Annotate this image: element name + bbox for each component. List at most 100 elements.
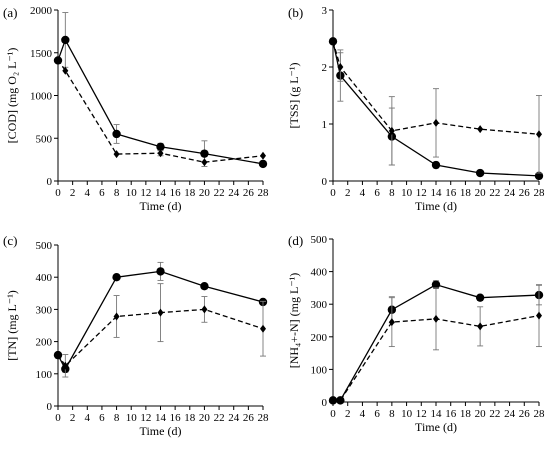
x-tick-label: 4 xyxy=(85,412,91,424)
x-tick-label: 24 xyxy=(228,412,240,424)
x-axis-title: Time (d) xyxy=(415,420,457,434)
data-point-circle xyxy=(475,293,485,302)
x-tick-label: 14 xyxy=(431,187,443,199)
data-point-circle xyxy=(112,273,121,282)
x-tick-label: 18 xyxy=(184,412,196,424)
x-tick-label: 10 xyxy=(401,187,413,199)
x-tick-label: 14 xyxy=(155,187,167,199)
data-point-diamond xyxy=(201,305,208,314)
x-tick-label: 8 xyxy=(389,187,395,199)
x-tick-label: 24 xyxy=(228,187,240,199)
x-tick-label: 24 xyxy=(504,187,516,199)
x-tick-label: 12 xyxy=(416,408,427,420)
x-tick-label: 20 xyxy=(199,187,211,199)
data-point-diamond xyxy=(536,311,542,320)
data-point-diamond xyxy=(201,158,208,167)
x-tick-label: 16 xyxy=(445,408,457,420)
x-tick-label: 26 xyxy=(519,187,531,199)
data-point-circle xyxy=(258,159,268,169)
data-point-circle xyxy=(156,142,165,151)
x-tick-label: 6 xyxy=(99,187,105,199)
data-point-diamond xyxy=(433,314,439,323)
x-tick-label: 18 xyxy=(460,187,472,199)
y-tick-label: 1500 xyxy=(30,48,53,60)
y-tick-label: 0 xyxy=(47,401,53,413)
data-point-diamond xyxy=(157,149,164,158)
x-tick-label: 6 xyxy=(374,408,380,420)
y-tick-label: 500 xyxy=(36,240,53,252)
data-point-diamond xyxy=(477,322,484,331)
dashed-series-line xyxy=(332,41,540,135)
x-tick-label: 24 xyxy=(504,408,516,420)
data-point-circle xyxy=(61,35,70,45)
x-tick-label: 0 xyxy=(330,408,336,420)
data-point-diamond xyxy=(157,308,164,317)
panel-label: (c) xyxy=(3,233,17,248)
x-tick-label: 16 xyxy=(170,412,182,424)
data-point-diamond xyxy=(388,318,395,327)
data-point-diamond xyxy=(55,350,61,359)
y-tick-label: 100 xyxy=(311,364,328,376)
data-point-circle xyxy=(431,280,441,289)
x-tick-label: 22 xyxy=(214,187,225,199)
data-point-diamond xyxy=(55,55,61,64)
x-tick-label: 12 xyxy=(416,187,427,199)
y-tick-label: 500 xyxy=(311,234,328,246)
data-point-diamond xyxy=(536,130,542,139)
x-tick-label: 16 xyxy=(170,187,182,199)
y-tick-label: 0 xyxy=(47,176,53,188)
x-tick-label: 28 xyxy=(258,187,270,199)
y-tick-label: 0 xyxy=(322,176,328,188)
x-tick-label: 26 xyxy=(243,412,255,424)
y-tick-label: 200 xyxy=(311,332,328,344)
data-point-diamond xyxy=(260,324,266,333)
x-tick-label: 6 xyxy=(99,412,105,424)
data-point-diamond xyxy=(433,118,439,127)
data-point-circle xyxy=(200,149,209,158)
panel-label: (a) xyxy=(3,5,17,20)
y-tick-label: 2000 xyxy=(30,5,53,17)
x-tick-label: 14 xyxy=(155,412,167,424)
x-tick-label: 28 xyxy=(534,187,546,199)
solid-series-line xyxy=(332,41,540,177)
x-tick-label: 4 xyxy=(360,408,366,420)
x-tick-label: 18 xyxy=(460,408,472,420)
x-tick-label: 22 xyxy=(489,187,500,199)
x-tick-label: 12 xyxy=(140,187,151,199)
y-tick-label: 400 xyxy=(36,272,53,284)
x-tick-label: 16 xyxy=(445,187,457,199)
x-tick-label: 20 xyxy=(475,408,487,420)
x-tick-label: 12 xyxy=(140,412,151,424)
x-tick-label: 26 xyxy=(243,187,255,199)
x-tick-label: 10 xyxy=(126,187,138,199)
y-axis-title: [COD] (mg O₂ L⁻¹) xyxy=(5,48,19,144)
y-tick-label: 200 xyxy=(36,337,53,349)
x-tick-label: 6 xyxy=(374,187,380,199)
x-tick-label: 0 xyxy=(55,187,61,199)
data-point-diamond xyxy=(113,150,120,159)
y-tick-label: 3 xyxy=(322,5,328,17)
x-tick-label: 10 xyxy=(401,408,413,420)
x-tick-label: 8 xyxy=(114,187,120,199)
y-tick-label: 0 xyxy=(322,397,328,409)
x-tick-label: 8 xyxy=(114,412,120,424)
data-point-circle xyxy=(112,129,121,139)
data-point-diamond xyxy=(337,396,344,405)
data-point-diamond xyxy=(62,361,69,370)
data-point-diamond xyxy=(388,126,395,135)
panel-label: (b) xyxy=(288,5,303,20)
data-point-circle xyxy=(200,282,209,291)
x-tick-label: 28 xyxy=(258,412,270,424)
data-point-diamond xyxy=(260,151,266,160)
y-tick-label: 1000 xyxy=(30,91,53,103)
y-tick-label: 1 xyxy=(322,119,328,131)
x-tick-label: 8 xyxy=(389,408,395,420)
x-tick-label: 2 xyxy=(70,187,76,199)
x-tick-label: 2 xyxy=(345,408,351,420)
y-tick-label: 100 xyxy=(36,369,53,381)
x-tick-label: 22 xyxy=(489,408,500,420)
x-tick-label: 22 xyxy=(214,412,225,424)
